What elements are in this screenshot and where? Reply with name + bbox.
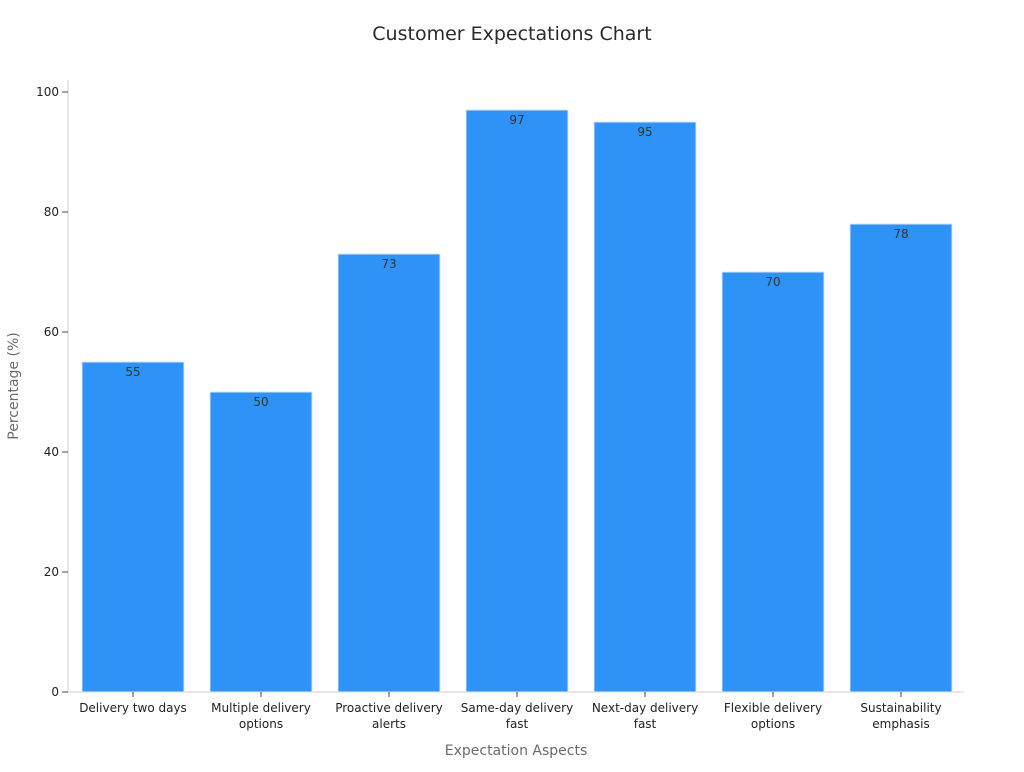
x-tick-label-line: Proactive delivery: [335, 701, 443, 715]
data-label: 97: [509, 113, 524, 127]
x-tick-label: Flexible delivery options: [724, 701, 822, 731]
x-tick-label-line: fast: [634, 717, 657, 731]
y-tick-label: 100: [36, 85, 59, 99]
x-tick-label-line: Sustainability: [860, 701, 941, 715]
y-tick-label: 60: [44, 325, 59, 339]
data-label: 70: [765, 275, 780, 289]
x-tick-label-line: options: [239, 717, 283, 731]
chart-title: Customer Expectations Chart: [372, 23, 651, 45]
x-tick-label: Multiple delivery options: [211, 701, 311, 731]
x-tick-label: Delivery two days: [79, 701, 187, 715]
x-tick-label-line: Next-day delivery: [592, 701, 698, 715]
y-tick-label: 20: [44, 565, 59, 579]
bar: [337, 253, 441, 693]
x-tick-label-line: options: [751, 717, 795, 731]
y-axis-title: Percentage (%): [6, 332, 22, 439]
x-tick-label-line: fast: [506, 717, 529, 731]
y-tick-label: 40: [44, 445, 59, 459]
plot-area: 0 20 40 60 80 100 55 Delivery two days 50 Multipl…: [36, 80, 964, 731]
data-label: 50: [253, 395, 268, 409]
bar: [721, 271, 825, 693]
x-tick-label: Proactive delivery alerts: [335, 701, 443, 731]
bar: [593, 121, 697, 693]
x-tick-label: Same-day delivery fast: [461, 701, 573, 731]
x-tick-label-line: Same-day delivery: [461, 701, 573, 715]
x-tick-label-line: Multiple delivery: [211, 701, 311, 715]
data-label: 78: [893, 227, 908, 241]
bar: [209, 391, 313, 693]
x-axis-title: Expectation Aspects: [445, 743, 588, 759]
data-label: 95: [637, 125, 652, 139]
y-tick-label: 80: [44, 205, 59, 219]
bar: [81, 361, 185, 693]
bar: [849, 223, 953, 693]
x-tick-label: Next-day delivery fast: [592, 701, 698, 731]
data-label: 55: [125, 365, 140, 379]
y-tick-label: 0: [51, 685, 59, 699]
data-label: 73: [381, 257, 396, 271]
bar: [465, 109, 569, 693]
x-tick-label-line: emphasis: [872, 717, 930, 731]
x-tick-label-line: Flexible delivery: [724, 701, 822, 715]
x-tick-label-line: alerts: [372, 717, 406, 731]
x-tick-label-line: Delivery two days: [79, 701, 187, 715]
x-tick-label: Sustainability emphasis: [860, 701, 941, 731]
